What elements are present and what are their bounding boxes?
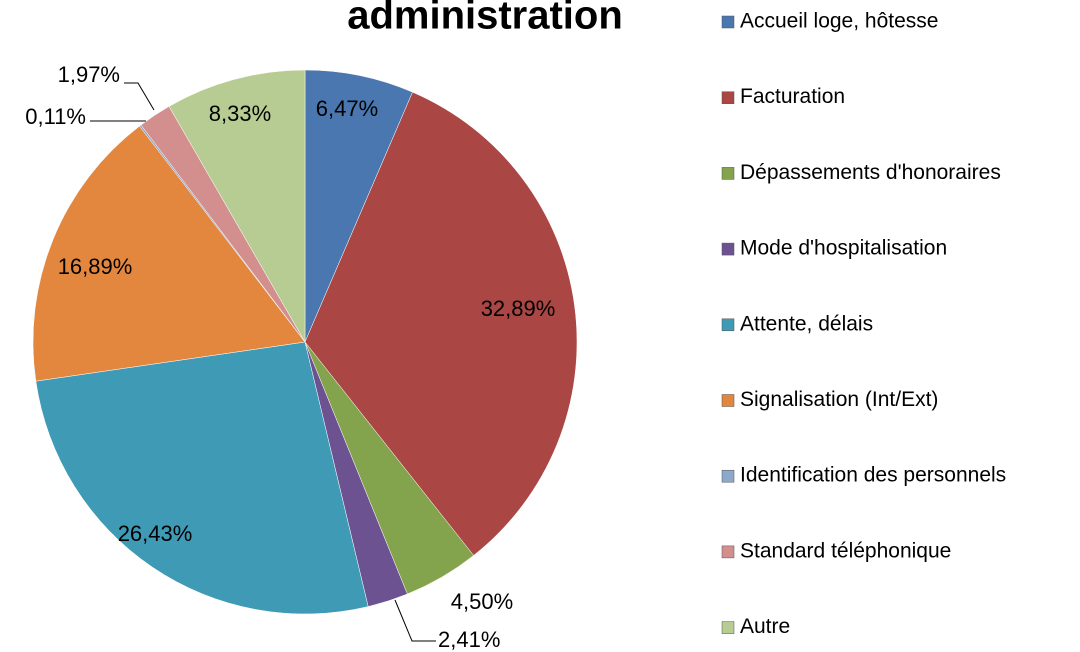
- data-label: 1,97%: [58, 62, 120, 87]
- data-label: 6,47%: [316, 96, 378, 121]
- leader-line: [124, 82, 155, 111]
- leader-line: [394, 599, 436, 642]
- legend-swatch: [721, 621, 735, 634]
- pie-slice: [35, 341, 369, 615]
- legend-label: Autre: [740, 615, 790, 638]
- legend-swatch: [721, 167, 735, 180]
- legend-label: Attente, délais: [740, 312, 873, 335]
- pie-slice: [304, 91, 578, 556]
- legend-label: Standard téléphonique: [740, 539, 951, 562]
- data-label: 2,41%: [438, 627, 500, 652]
- legend-swatch: [721, 318, 735, 332]
- data-label: 16,89%: [58, 254, 133, 279]
- legend-swatch: [721, 91, 735, 104]
- data-label: 0,11%: [25, 104, 86, 129]
- legend-swatch: [721, 545, 735, 559]
- legend-label: Accueil loge, hôtesse: [740, 10, 938, 33]
- legend-label: Dépassements d'honoraires: [740, 161, 1001, 184]
- data-label: 8,33%: [209, 101, 271, 126]
- pie-slice: [304, 69, 413, 343]
- legend-swatch: [721, 242, 735, 256]
- legend-label: Signalisation (Int/Ext): [740, 388, 938, 411]
- data-label: 26,43%: [118, 521, 193, 546]
- pie-slice: [32, 125, 306, 382]
- chart-title: administration: [347, 0, 623, 38]
- data-label: 32,89%: [481, 296, 556, 321]
- legend-label: Mode d'hospitalisation: [740, 237, 947, 260]
- legend-swatch: [721, 15, 735, 29]
- legend-label: Identification des personnels: [740, 464, 1006, 487]
- legend-swatch: [721, 469, 735, 483]
- pie-slice: [168, 69, 306, 343]
- legend-label: Facturation: [740, 85, 845, 108]
- legend-swatch: [721, 394, 735, 407]
- data-label: 4,50%: [451, 589, 513, 614]
